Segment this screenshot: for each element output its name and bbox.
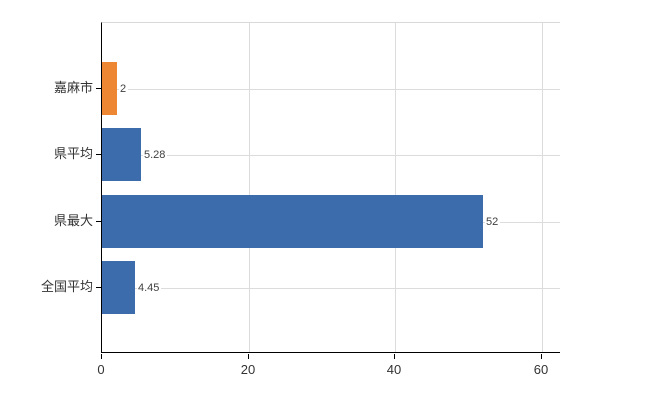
- y-tick-3: [96, 287, 101, 288]
- x-tick-label-60: 60: [533, 362, 549, 377]
- value-label-全国平均: 4.45: [137, 281, 162, 295]
- bar-県最大: [102, 195, 483, 248]
- x-tick-40: [394, 354, 395, 359]
- y-tick-0: [96, 88, 101, 89]
- category-label-嘉麻市: 嘉麻市: [53, 80, 93, 95]
- y-tick-2: [96, 221, 101, 222]
- y-gridline-1: [102, 155, 560, 156]
- x-gridline-60: [542, 23, 543, 352]
- bar-全国平均: [102, 261, 135, 314]
- value-label-嘉麻市: 2: [119, 82, 129, 96]
- y-gridline-0: [102, 89, 560, 90]
- y-tick-1: [96, 154, 101, 155]
- x-tick-0: [101, 354, 102, 359]
- x-tick-label-20: 20: [240, 362, 256, 377]
- x-tick-60: [541, 354, 542, 359]
- value-label-県最大: 52: [485, 215, 501, 229]
- x-gridline-40: [395, 23, 396, 352]
- bar-嘉麻市: [102, 62, 117, 115]
- bar-県平均: [102, 128, 141, 181]
- x-tick-20: [248, 354, 249, 359]
- plot-area: 2 5.28 52 4.45: [101, 22, 560, 353]
- category-label-全国平均: 全国平均: [40, 279, 93, 294]
- x-tick-label-0: 0: [97, 362, 105, 377]
- value-label-県平均: 5.28: [143, 148, 168, 162]
- x-gridline-20: [249, 23, 250, 352]
- category-label-県最大: 県最大: [53, 213, 93, 228]
- x-tick-label-40: 40: [386, 362, 402, 377]
- y-gridline-3: [102, 288, 560, 289]
- category-label-県平均: 県平均: [53, 146, 93, 161]
